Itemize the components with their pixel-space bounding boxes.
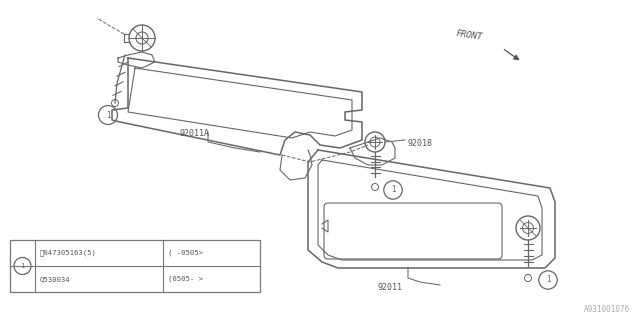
Text: 1: 1 — [546, 276, 550, 284]
Text: 1: 1 — [106, 110, 110, 119]
Text: Ⓢ047305163(5): Ⓢ047305163(5) — [40, 250, 97, 256]
Text: 1: 1 — [390, 186, 396, 195]
Text: (0505- >: (0505- > — [168, 276, 203, 282]
Text: 1: 1 — [20, 263, 24, 269]
Text: 92018: 92018 — [407, 139, 432, 148]
Text: 92011: 92011 — [378, 283, 403, 292]
Text: ( -0505>: ( -0505> — [168, 250, 203, 256]
Text: Q530034: Q530034 — [40, 276, 70, 282]
Text: A931001076: A931001076 — [584, 305, 630, 314]
Text: FRONT: FRONT — [455, 29, 483, 42]
Bar — [10, 240, 260, 292]
Text: 92011A: 92011A — [180, 129, 210, 138]
